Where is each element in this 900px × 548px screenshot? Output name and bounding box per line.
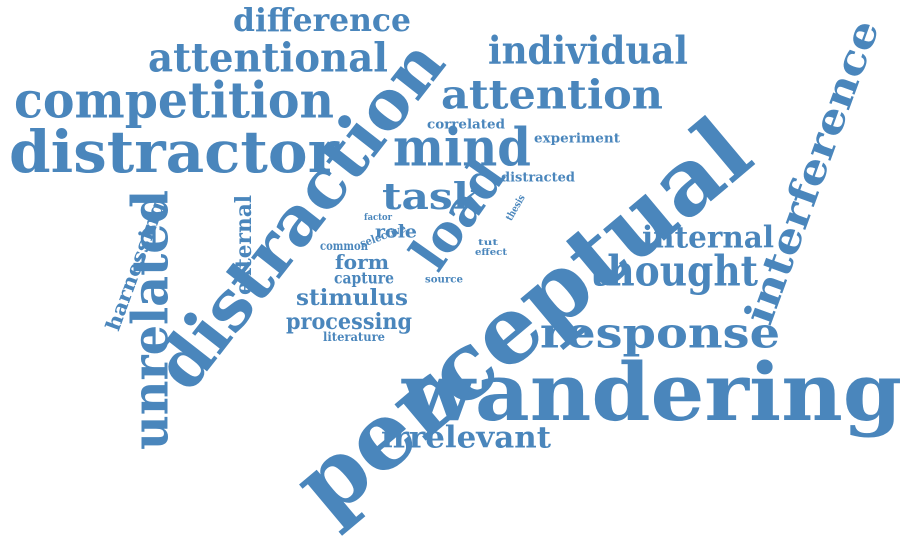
word-literature: literature <box>323 330 385 344</box>
word-distractor: distractor <box>9 118 340 186</box>
word-thesis: thesis <box>504 193 528 223</box>
word-attentional: attentional <box>148 35 388 82</box>
word-thought: thought <box>590 247 759 296</box>
word-correlated: correlated <box>427 118 505 133</box>
word-irrelevant: irrelevant <box>381 421 551 456</box>
word-internal: internal <box>642 221 774 256</box>
word-external: external <box>231 195 257 295</box>
word-wandering: wandering <box>401 345 900 439</box>
word-attention: attention <box>441 72 663 119</box>
word-processing: processing <box>286 309 412 335</box>
word-difference: difference <box>233 1 411 39</box>
word-response: response <box>540 309 780 358</box>
word-experiment: experiment <box>534 132 620 147</box>
word-tut: tut <box>478 237 498 247</box>
word-common: common <box>320 239 368 253</box>
word-individual: individual <box>488 28 688 73</box>
word-mind: mind <box>393 118 531 179</box>
word-competition: competition <box>14 71 334 130</box>
word-factor: factor <box>364 213 392 223</box>
word-distracted: distracted <box>501 171 575 186</box>
word-cloud-words: perceptualwanderingdistractiondistractor… <box>9 1 900 539</box>
word-capture: capture <box>334 269 394 288</box>
word-unrelated: unrelated <box>121 190 180 450</box>
word-form: form <box>335 250 389 274</box>
word-source: source <box>425 275 463 286</box>
word-effect: effect <box>475 248 508 258</box>
word-role: role <box>375 222 417 243</box>
word-task: task <box>382 176 483 218</box>
word-stimulus: stimulus <box>296 285 408 311</box>
